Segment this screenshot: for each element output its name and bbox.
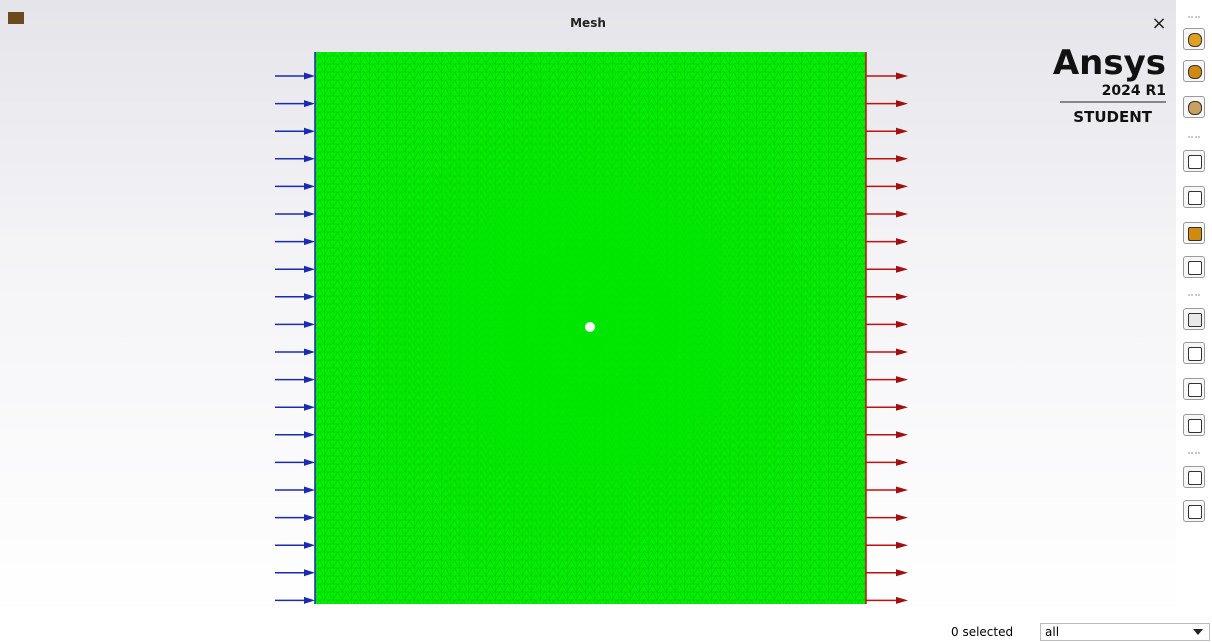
window-title: Mesh [570, 16, 606, 30]
toolbar-separator [1188, 16, 1200, 18]
outlet-arrowhead [896, 211, 908, 218]
toolbar-button[interactable] [1183, 60, 1205, 82]
toolbar-separator [1188, 136, 1200, 138]
toolbar-button[interactable] [1183, 378, 1205, 400]
app-icon [8, 12, 24, 24]
inlet-arrowhead [304, 293, 315, 300]
inlet-arrowhead [304, 128, 315, 135]
outlet-arrowhead [896, 128, 908, 135]
inlet-arrowhead [304, 183, 315, 190]
toolbar-icon [1188, 227, 1202, 241]
inlet-arrowhead [304, 211, 315, 218]
toolbar-button[interactable] [1183, 342, 1205, 364]
selection-count: 0 selected [951, 625, 1013, 639]
toolbar-icon [1188, 261, 1202, 275]
page: Mesh × Ansys 2024 R1 STUDENT 0 selected … [0, 0, 1212, 643]
toolbar-icon [1188, 347, 1202, 361]
toolbar-separator [1188, 452, 1200, 454]
inlet-arrowhead [304, 431, 315, 438]
outlet-arrowhead [896, 238, 908, 245]
inlet-arrowhead [304, 487, 315, 494]
inlet-arrowhead [304, 404, 315, 411]
inlet-arrowhead [304, 349, 315, 356]
outlet-arrowhead [896, 404, 908, 411]
toolbar-icon [1188, 155, 1202, 169]
toolbar-button[interactable] [1183, 222, 1205, 244]
logo-edition: STUDENT [1073, 108, 1152, 126]
inlet-arrowhead [304, 597, 315, 604]
outlet-arrowhead [896, 100, 908, 107]
status-bar: 0 selected all [0, 620, 1212, 643]
inlet-arrowhead [304, 321, 315, 328]
toolbar-separator [1188, 294, 1200, 296]
toolbar-icon [1188, 383, 1202, 397]
inlet-arrowhead [304, 238, 315, 245]
toolbar-icon [1188, 505, 1202, 519]
outlet-arrowhead [896, 569, 908, 576]
outlet-arrowhead [896, 266, 908, 273]
outlet-arrowhead [896, 293, 908, 300]
toolbar-icon [1188, 191, 1202, 205]
toolbar-button[interactable] [1183, 500, 1205, 522]
outlet-arrowhead [896, 155, 908, 162]
filter-value: all [1045, 625, 1059, 639]
toolbar-button[interactable] [1183, 96, 1205, 118]
outlet-arrowhead [896, 514, 908, 521]
graphics-window: Mesh × Ansys 2024 R1 STUDENT [0, 0, 1176, 620]
toolbar-button[interactable] [1183, 466, 1205, 488]
toolbar-icon [1188, 419, 1202, 433]
inlet-arrowhead [304, 266, 315, 273]
viewport: Mesh × Ansys 2024 R1 STUDENT [0, 0, 1176, 620]
inlet-arrowhead [304, 100, 315, 107]
toolbar [1176, 0, 1212, 620]
toolbar-button[interactable] [1183, 256, 1205, 278]
outlet-arrowhead [896, 183, 908, 190]
logo-version: 2024 R1 [1102, 83, 1166, 99]
outlet-arrowhead [896, 542, 908, 549]
toolbar-button[interactable] [1183, 186, 1205, 208]
toolbar-button[interactable] [1183, 28, 1205, 50]
inlet-arrowhead [304, 542, 315, 549]
toolbar-icon [1188, 313, 1202, 327]
inlet-arrowhead [304, 376, 315, 383]
outlet-arrowhead [896, 487, 908, 494]
toolbar-icon [1188, 471, 1202, 485]
filter-dropdown[interactable]: all [1040, 623, 1210, 641]
inlet-arrowhead [304, 155, 315, 162]
inlet-arrowhead [304, 459, 315, 466]
inlet-arrowhead [304, 514, 315, 521]
inlet-arrowhead [304, 569, 315, 576]
toolbar-button[interactable] [1183, 150, 1205, 172]
outlet-arrowhead [896, 431, 908, 438]
logo-brand: Ansys [1053, 43, 1166, 83]
toolbar-icon [1188, 65, 1202, 79]
toolbar-button[interactable] [1183, 414, 1205, 436]
outlet-arrowhead [896, 321, 908, 328]
outlet-arrowhead [896, 349, 908, 356]
outlet-arrowhead [896, 597, 908, 604]
outlet-arrowhead [896, 459, 908, 466]
toolbar-button[interactable] [1183, 308, 1205, 330]
outlet-arrowhead [896, 376, 908, 383]
dropdown-arrow [1193, 629, 1203, 635]
toolbar-icon [1188, 101, 1202, 115]
cylinder-hole [585, 322, 595, 332]
outlet-arrowhead [896, 73, 908, 80]
close-button[interactable]: × [1151, 13, 1166, 34]
inlet-arrowhead [304, 73, 315, 80]
toolbar-icon [1188, 33, 1202, 47]
